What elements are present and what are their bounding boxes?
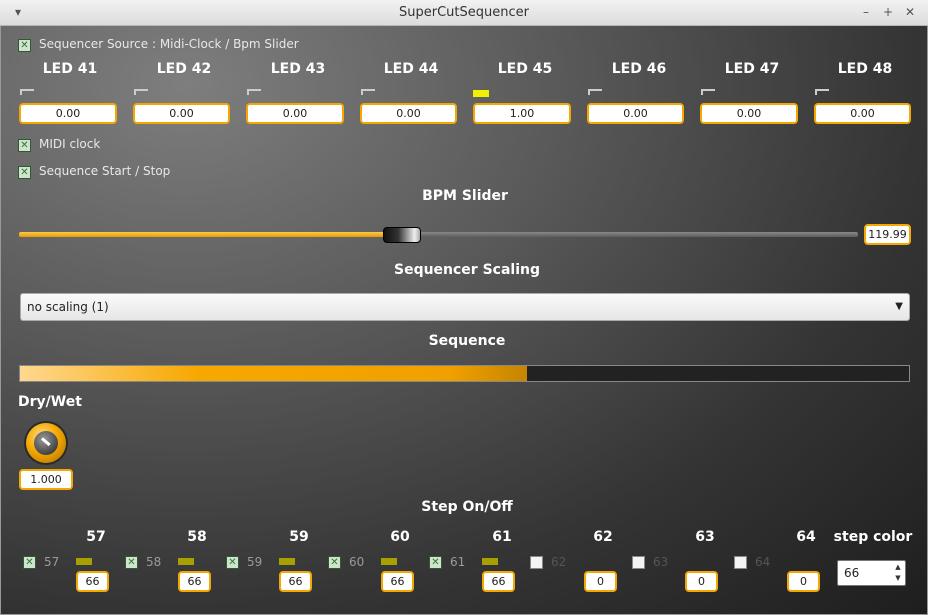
step-checkbox[interactable]: ✕ [530,556,543,569]
step-number: 59 [289,529,309,545]
step-value[interactable]: 0 [584,571,617,592]
sequence-start-checkbox[interactable]: ✕ [18,166,31,179]
led-48-indicator [815,89,829,95]
step-checkbox[interactable]: ✕ [23,556,36,569]
step-value[interactable]: 66 [178,571,211,592]
led-42-value[interactable]: 0.00 [133,103,230,124]
step-checkbox[interactable]: ✕ [632,556,645,569]
spin-down-icon[interactable]: ▼ [895,574,901,582]
window-menu-icon[interactable]: ▾ [14,5,22,19]
step-number: 61 [492,529,512,545]
step-color-label: step color [833,529,913,545]
drywet-value[interactable]: 1.000 [19,469,73,490]
led-46-label: LED 46 [611,61,667,77]
step-color-value: 66 [844,566,860,580]
bpm-slider-fill[interactable] [19,232,389,237]
step-number: 60 [390,529,410,545]
step-value[interactable]: 66 [279,571,312,592]
led-47-value[interactable]: 0.00 [700,103,798,124]
step-checkbox[interactable]: ✕ [125,556,138,569]
led-43-indicator [247,89,261,95]
led-48-value[interactable]: 0.00 [814,103,911,124]
step-label: 59 [247,555,263,569]
step-value[interactable]: 66 [381,571,414,592]
source-checkbox[interactable]: ✕ [18,39,31,52]
led-48-label: LED 48 [837,61,893,77]
step-indicator [381,558,397,565]
bpm-heading: BPM Slider [422,188,508,204]
step-indicator [482,558,498,565]
step-checkbox[interactable]: ✕ [328,556,341,569]
sequence-heading: Sequence [428,333,506,349]
step-indicator [279,558,295,565]
spin-up-icon[interactable]: ▲ [895,563,901,571]
step-number: 58 [187,529,207,545]
drywet-heading: Dry/Wet [18,394,82,410]
step-value[interactable]: 66 [482,571,515,592]
step-number: 57 [86,529,106,545]
step-label: 58 [146,555,162,569]
led-41-value[interactable]: 0.00 [19,103,117,124]
main-panel: ✕ Sequencer Source : Midi-Clock / Bpm Sl… [0,26,928,615]
close-icon[interactable]: ✕ [904,5,916,19]
scaling-dropdown[interactable]: no scaling (1) ▼ [20,293,910,321]
step-value[interactable]: 0 [787,571,820,592]
step-value[interactable]: 0 [685,571,718,592]
step-indicator [178,558,194,565]
maximize-icon[interactable]: + [882,5,894,19]
led-44-value[interactable]: 0.00 [360,103,457,124]
step-label: 61 [450,555,466,569]
step-number: 63 [695,529,715,545]
led-41-label: LED 41 [42,61,98,77]
step-value[interactable]: 66 [76,571,109,592]
led-44-label: LED 44 [383,61,439,77]
step-color-spinbox[interactable]: 66 ▲ ▼ [837,560,906,586]
bpm-value[interactable]: 119.99 [864,224,911,245]
source-label: Sequencer Source : Midi-Clock / Bpm Slid… [39,37,299,51]
led-44-indicator [361,89,375,95]
scaling-selected: no scaling (1) [27,300,109,314]
led-42-indicator [134,89,148,95]
midi-clock-checkbox[interactable]: ✕ [18,139,31,152]
led-43-label: LED 43 [270,61,326,77]
chevron-down-icon: ▼ [895,301,903,312]
step-label: 64 [755,555,771,569]
minimize-icon[interactable]: – [863,5,869,19]
bpm-slider-track[interactable] [416,232,858,237]
sequence-progress-fill [20,366,527,381]
step-label: 63 [653,555,669,569]
step-label: 60 [349,555,365,569]
led-45-label: LED 45 [497,61,553,77]
step-checkbox[interactable]: ✕ [734,556,747,569]
led-47-indicator [701,89,715,95]
midi-clock-label: MIDI clock [39,137,101,151]
led-43-value[interactable]: 0.00 [246,103,344,124]
window-title: SuperCutSequencer [399,5,529,20]
steps-heading: Step On/Off [421,499,513,515]
led-45-value[interactable]: 1.00 [473,103,571,124]
led-46-value[interactable]: 0.00 [587,103,684,124]
step-number: 62 [593,529,613,545]
scaling-heading: Sequencer Scaling [393,262,540,278]
step-number: 64 [796,529,816,545]
led-41-indicator [20,89,34,95]
led-45-indicator [473,90,489,97]
step-checkbox[interactable]: ✕ [226,556,239,569]
led-47-label: LED 47 [724,61,780,77]
sequence-start-label: Sequence Start / Stop [39,164,171,178]
sequence-progress-bar [19,365,910,382]
led-46-indicator [588,89,602,95]
drywet-knob[interactable] [26,423,66,463]
bpm-slider-handle[interactable] [383,227,421,243]
title-bar: ▾ SuperCutSequencer – + ✕ [0,0,928,26]
step-checkbox[interactable]: ✕ [429,556,442,569]
step-label: 62 [551,555,567,569]
led-42-label: LED 42 [156,61,212,77]
step-label: 57 [44,555,60,569]
step-indicator [76,558,92,565]
